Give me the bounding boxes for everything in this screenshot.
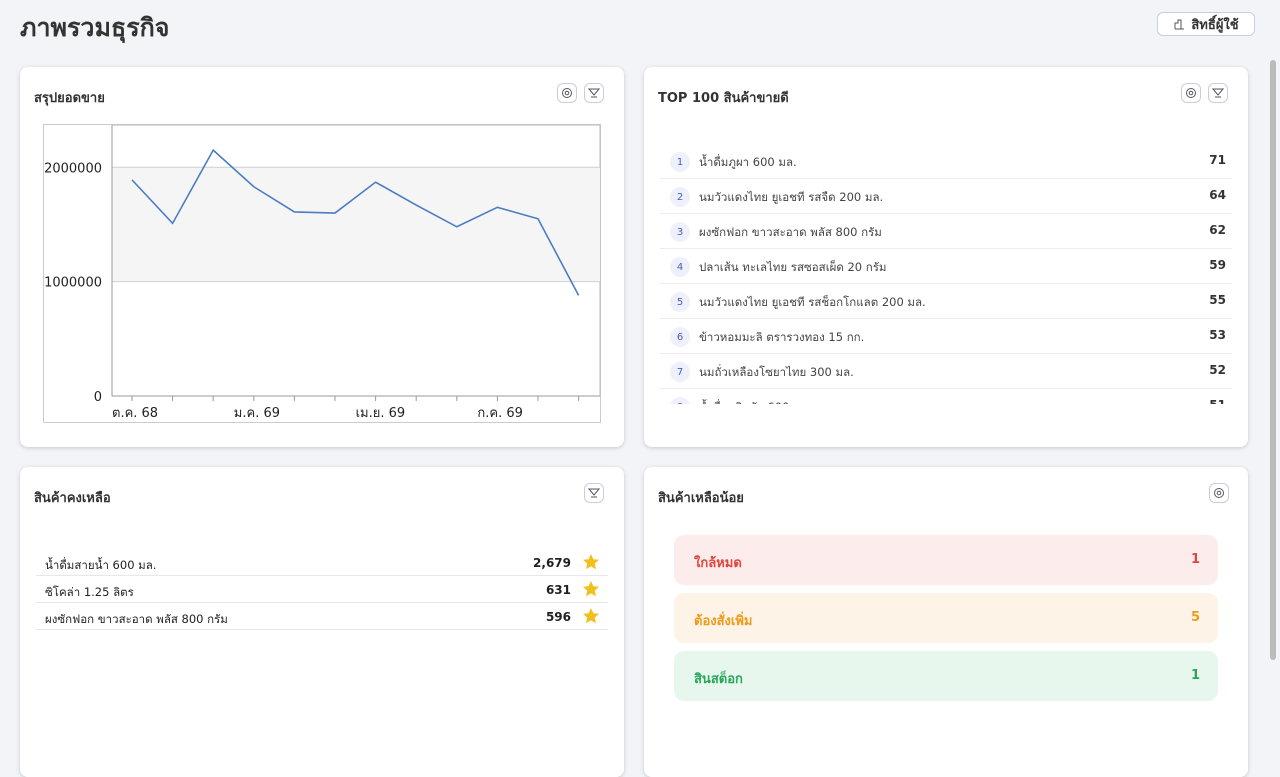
y-tick-label: 2000000: [44, 161, 102, 176]
product-name: ข้าวหอมมะลิ ตรารวงทอง 15 กก.: [699, 330, 865, 344]
product-name: น้ำดื่มภูผา 600 มล.: [699, 155, 797, 169]
rank-badge: 4: [670, 257, 690, 277]
status-label: สินสต็อก: [694, 672, 743, 687]
star: [583, 581, 599, 597]
list-row: 2 นมวัวแดงไทย ยูเอชที รสจืด 200 มล. 64: [660, 179, 1232, 214]
list-row: 6 ข้าวหอมมะลิ ตรารวงทอง 15 กก. 53: [660, 319, 1232, 354]
sales-count: 55: [1209, 293, 1226, 307]
filter-button[interactable]: [584, 483, 604, 503]
settings-button[interactable]: [1209, 483, 1229, 503]
filter-button[interactable]: [584, 83, 604, 103]
list-row: ผงซักฟอก ขาวสะอาด พลัส 800 กรัม 596: [36, 603, 608, 630]
button-label: สิทธิ์ผู้ใช้: [1191, 17, 1239, 33]
sales-count: 53: [1209, 328, 1226, 342]
filter-button[interactable]: [1208, 83, 1228, 103]
rank-badge: 8: [670, 397, 690, 404]
sales-count: 52: [1209, 363, 1226, 377]
icon: [1174, 19, 1185, 30]
x-tick-label: ต.ค. 68: [112, 406, 158, 421]
page-title: ภาพรวมธุรกิจ: [20, 13, 170, 42]
stock-card: สินค้าคงเหลือ น้ำดื่มสายน้ำ 600 มล. 2,679…: [20, 467, 624, 777]
card-title: สินค้าเหลือน้อย: [658, 491, 744, 506]
status-row: สินสต็อก 1: [674, 651, 1218, 701]
star-icon: [583, 554, 599, 570]
status-count: 5: [1190, 610, 1200, 625]
sales-count: 59: [1209, 258, 1226, 272]
product-name: ผงซักฟอก ขาวสะอาด พลัส 800 กรัม: [45, 612, 228, 626]
list-row: น้ำดื่มสายน้ำ 600 มล. 2,679: [36, 549, 608, 576]
product-name: นมวัวแดงไทย ยูเอชที รสช็อกโกแลต 200 มล.: [699, 295, 926, 309]
sales-count: 64: [1209, 188, 1226, 202]
star-icon: [583, 608, 599, 624]
product-name: น้ำดื่มคริสตัล 600 มล.: [699, 399, 811, 404]
status-label: ใกล้หมด: [694, 556, 742, 571]
y-tick-label: 1000000: [44, 276, 102, 291]
product-name: นมถั่วเหลืองโซยาไทย 300 มล.: [699, 365, 854, 379]
sales-count: 51: [1209, 398, 1226, 404]
line: [131, 148, 580, 296]
status-row: ใกล้หมด 1: [674, 535, 1218, 585]
rank-badge: 6: [670, 327, 690, 347]
stock-qty: 596: [545, 610, 571, 624]
rank-badge: 1: [670, 152, 690, 172]
product-name: ปลาเส้น ทะเลไทย รสซอสเผ็ด 20 กรัม: [699, 260, 887, 274]
card-title: สินค้าคงเหลือ: [34, 491, 111, 506]
list-row: 1 น้ำดื่มภูผา 600 มล. 71: [660, 144, 1232, 179]
status-count: 1: [1190, 668, 1200, 683]
rank-badge: 2: [670, 187, 690, 207]
stock-qty: 2,679: [533, 556, 571, 570]
list-row: 8 น้ำดื่มคริสตัล 600 มล. 51: [660, 389, 1232, 404]
star: [583, 554, 599, 570]
product-name: ผงซักฟอก ขาวสะอาด พลัส 800 กรัม: [699, 225, 882, 239]
star-icon: [583, 581, 599, 597]
top-products-card: TOP 100 สินค้าขายดี 1 น้ำดื่มภูผา 600 มล.…: [644, 67, 1248, 447]
settings-button[interactable]: [557, 83, 577, 103]
grid-band: [112, 167, 600, 282]
list-row: ซิโคล่า 1.25 ลิตร 631: [36, 576, 608, 603]
top-list: 1 น้ำดื่มภูผา 600 มล. 71 2 นมวัวแดงไทย ยูเอช…: [644, 144, 1248, 404]
list-row: 4 ปลาเส้น ทะเลไทย รสซอสเผ็ด 20 กรัม 59: [660, 249, 1232, 284]
status-label: ต้องสั่งเพิ่ม: [694, 614, 753, 629]
rank-badge: 3: [670, 222, 690, 242]
permission-button[interactable]: สิทธิ์ผู้ใช้: [1157, 12, 1255, 36]
list-row: 3 ผงซักฟอก ขาวสะอาด พลัส 800 กรัม 62: [660, 214, 1232, 249]
product-name: นมวัวแดงไทย ยูเอชที รสจืด 200 มล.: [699, 190, 884, 204]
scrollbar[interactable]: [1270, 60, 1276, 660]
rank-badge: 5: [670, 292, 690, 312]
status-row: ต้องสั่งเพิ่ม 5: [674, 593, 1218, 643]
status-count: 1: [1190, 552, 1200, 567]
product-name: ซิโคล่า 1.25 ลิตร: [45, 585, 134, 599]
x-tick-label: ก.ค. 69: [477, 406, 523, 421]
line-chart: 0 1000000 2000000 ต.ค. 68 ม.ค. 69 เม.ย. 69 ก.ค…: [43, 124, 601, 423]
stock-qty: 631: [545, 583, 571, 597]
rank-badge: 7: [670, 362, 690, 382]
star: [583, 608, 599, 624]
low-stock-card: สินค้าเหลือน้อย ใกล้หมด 1 ต้องสั่งเพิ่ม 5 สิ…: [644, 467, 1248, 777]
settings-button[interactable]: [1181, 83, 1201, 103]
x-tick-label: เม.ย. 69: [356, 406, 406, 421]
sales-card: สรุปยอดขาย 0 1000000 2000000 ต.ค. 68 ม.ค. 69…: [20, 67, 624, 447]
product-name: น้ำดื่มสายน้ำ 600 มล.: [45, 558, 157, 572]
list-row: 5 นมวัวแดงไทย ยูเอชที รสช็อกโกแลต 200 มล.…: [660, 284, 1232, 319]
page: {"header":{"title":"ภาพรวมธุรกิจ","permi…: [20, 12, 1276, 777]
card-title: สรุปยอดขาย: [34, 91, 105, 106]
card-title: TOP 100 สินค้าขายดี: [658, 91, 789, 106]
list-row: 7 นมถั่วเหลืองโซยาไทย 300 มล. 52: [660, 354, 1232, 389]
sales-count: 62: [1209, 223, 1226, 237]
y-tick-label: 0: [94, 390, 102, 405]
x-tick-label: ม.ค. 69: [234, 406, 280, 421]
sales-count: 71: [1209, 153, 1226, 167]
